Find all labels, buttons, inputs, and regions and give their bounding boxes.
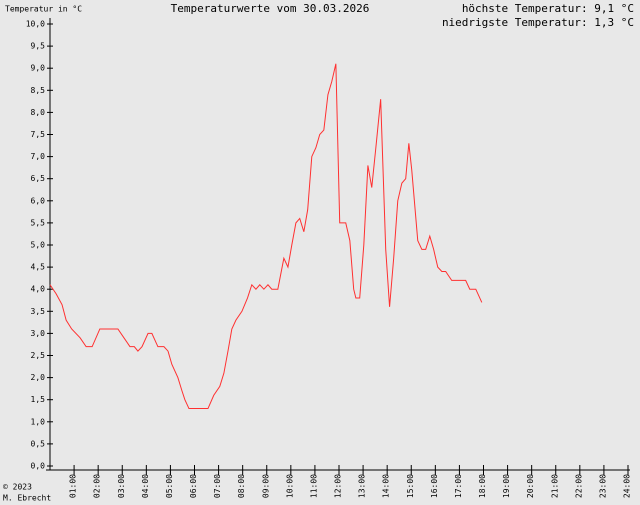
temperature-line xyxy=(49,63,483,410)
copyright: © 2023 xyxy=(3,483,32,492)
y-tick-label: 0,0 xyxy=(31,462,46,471)
y-tick-label: 4,5 xyxy=(31,263,46,272)
y-tick-label: 2,5 xyxy=(31,351,46,360)
x-tick-label: 04:00 xyxy=(141,474,150,498)
y-tick-label: 1,5 xyxy=(31,395,46,404)
x-tick-label: 09:00 xyxy=(261,474,270,498)
y-tick-label: 8,5 xyxy=(31,86,46,95)
x-tick-label: 23:00 xyxy=(598,474,607,498)
y-tick-label: 9,0 xyxy=(31,64,46,73)
x-tick-label: 17:00 xyxy=(454,474,463,498)
y-axis-label: Temperatur in °C xyxy=(5,5,82,14)
x-tick-label: 13:00 xyxy=(358,474,367,498)
y-tick-label: 6,0 xyxy=(31,196,46,205)
y-tick-label: 10,0 xyxy=(26,20,45,29)
x-tick-label: 10:00 xyxy=(285,474,294,498)
y-tick-label: 3,0 xyxy=(31,329,46,338)
y-tick-label: 7,5 xyxy=(31,130,46,139)
x-tick-label: 01:00 xyxy=(69,474,78,498)
chart-title: Temperaturwerte vom 30.03.2026 xyxy=(171,2,370,15)
y-tick-label: 8,0 xyxy=(31,108,46,117)
author: M. Ebrecht xyxy=(3,494,51,503)
x-tick-label: 06:00 xyxy=(189,474,198,498)
x-tick-label: 14:00 xyxy=(382,474,391,498)
x-tick-label: 21:00 xyxy=(550,474,559,498)
y-tick-label: 2,0 xyxy=(31,373,46,382)
x-tick-label: 18:00 xyxy=(478,474,487,498)
y-tick-label: 9,5 xyxy=(31,42,46,51)
y-tick-label: 7,0 xyxy=(31,152,46,161)
y-tick-label: 1,0 xyxy=(31,417,46,426)
x-tick-label: 22:00 xyxy=(574,474,583,498)
y-tick-label: 5,5 xyxy=(31,218,46,227)
y-tick-label: 4,0 xyxy=(31,285,46,294)
y-tick-label: 5,0 xyxy=(31,241,46,250)
x-tick-label: 02:00 xyxy=(93,474,102,498)
x-tick-label: 03:00 xyxy=(117,474,126,498)
x-tick-label: 07:00 xyxy=(213,474,222,498)
x-tick-label: 20:00 xyxy=(526,474,535,498)
y-tick-label: 6,5 xyxy=(31,174,46,183)
x-tick-label: 24:00 xyxy=(623,474,632,498)
x-tick-label: 05:00 xyxy=(165,474,174,498)
x-tick-label: 16:00 xyxy=(430,474,439,498)
x-tick-label: 12:00 xyxy=(334,474,343,498)
x-tick-label: 15:00 xyxy=(406,474,415,498)
x-tick-label: 08:00 xyxy=(237,474,246,498)
x-tick-label: 19:00 xyxy=(502,474,511,498)
y-tick-label: 3,5 xyxy=(31,307,46,316)
y-tick-label: 0,5 xyxy=(31,439,46,448)
min-temperature: niedrigste Temperatur: 1,3 °C xyxy=(442,16,634,29)
x-tick-label: 11:00 xyxy=(309,474,318,498)
max-temperature: höchste Temperatur: 9,1 °C xyxy=(462,2,634,15)
